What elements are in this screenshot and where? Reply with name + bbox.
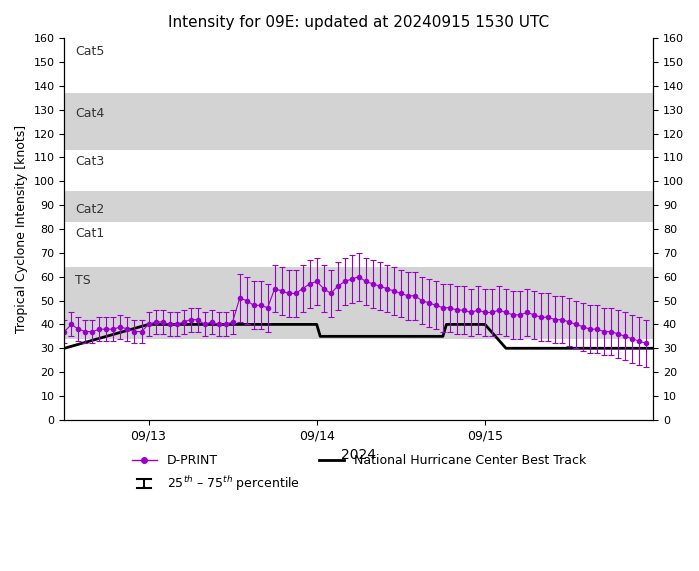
Bar <box>64 267 653 339</box>
Text: Cat4: Cat4 <box>75 107 104 120</box>
Title: Intensity for 09E: updated at 20240915 1530 UTC: Intensity for 09E: updated at 20240915 1… <box>168 15 549 30</box>
Text: Cat3: Cat3 <box>75 155 104 168</box>
Legend: D-PRINT, 25$^{th}$ – 75$^{th}$ percentile, National Hurricane Center Best Track: D-PRINT, 25$^{th}$ – 75$^{th}$ percentil… <box>127 449 591 497</box>
Text: Cat2: Cat2 <box>75 203 104 216</box>
Text: Cat1: Cat1 <box>75 227 104 240</box>
Text: Cat5: Cat5 <box>75 45 104 58</box>
Bar <box>64 191 653 222</box>
X-axis label: 2024: 2024 <box>341 448 376 462</box>
Bar <box>64 93 653 150</box>
Text: TS: TS <box>75 274 91 287</box>
Y-axis label: Tropical Cyclone Intensity [knots]: Tropical Cyclone Intensity [knots] <box>15 125 28 333</box>
